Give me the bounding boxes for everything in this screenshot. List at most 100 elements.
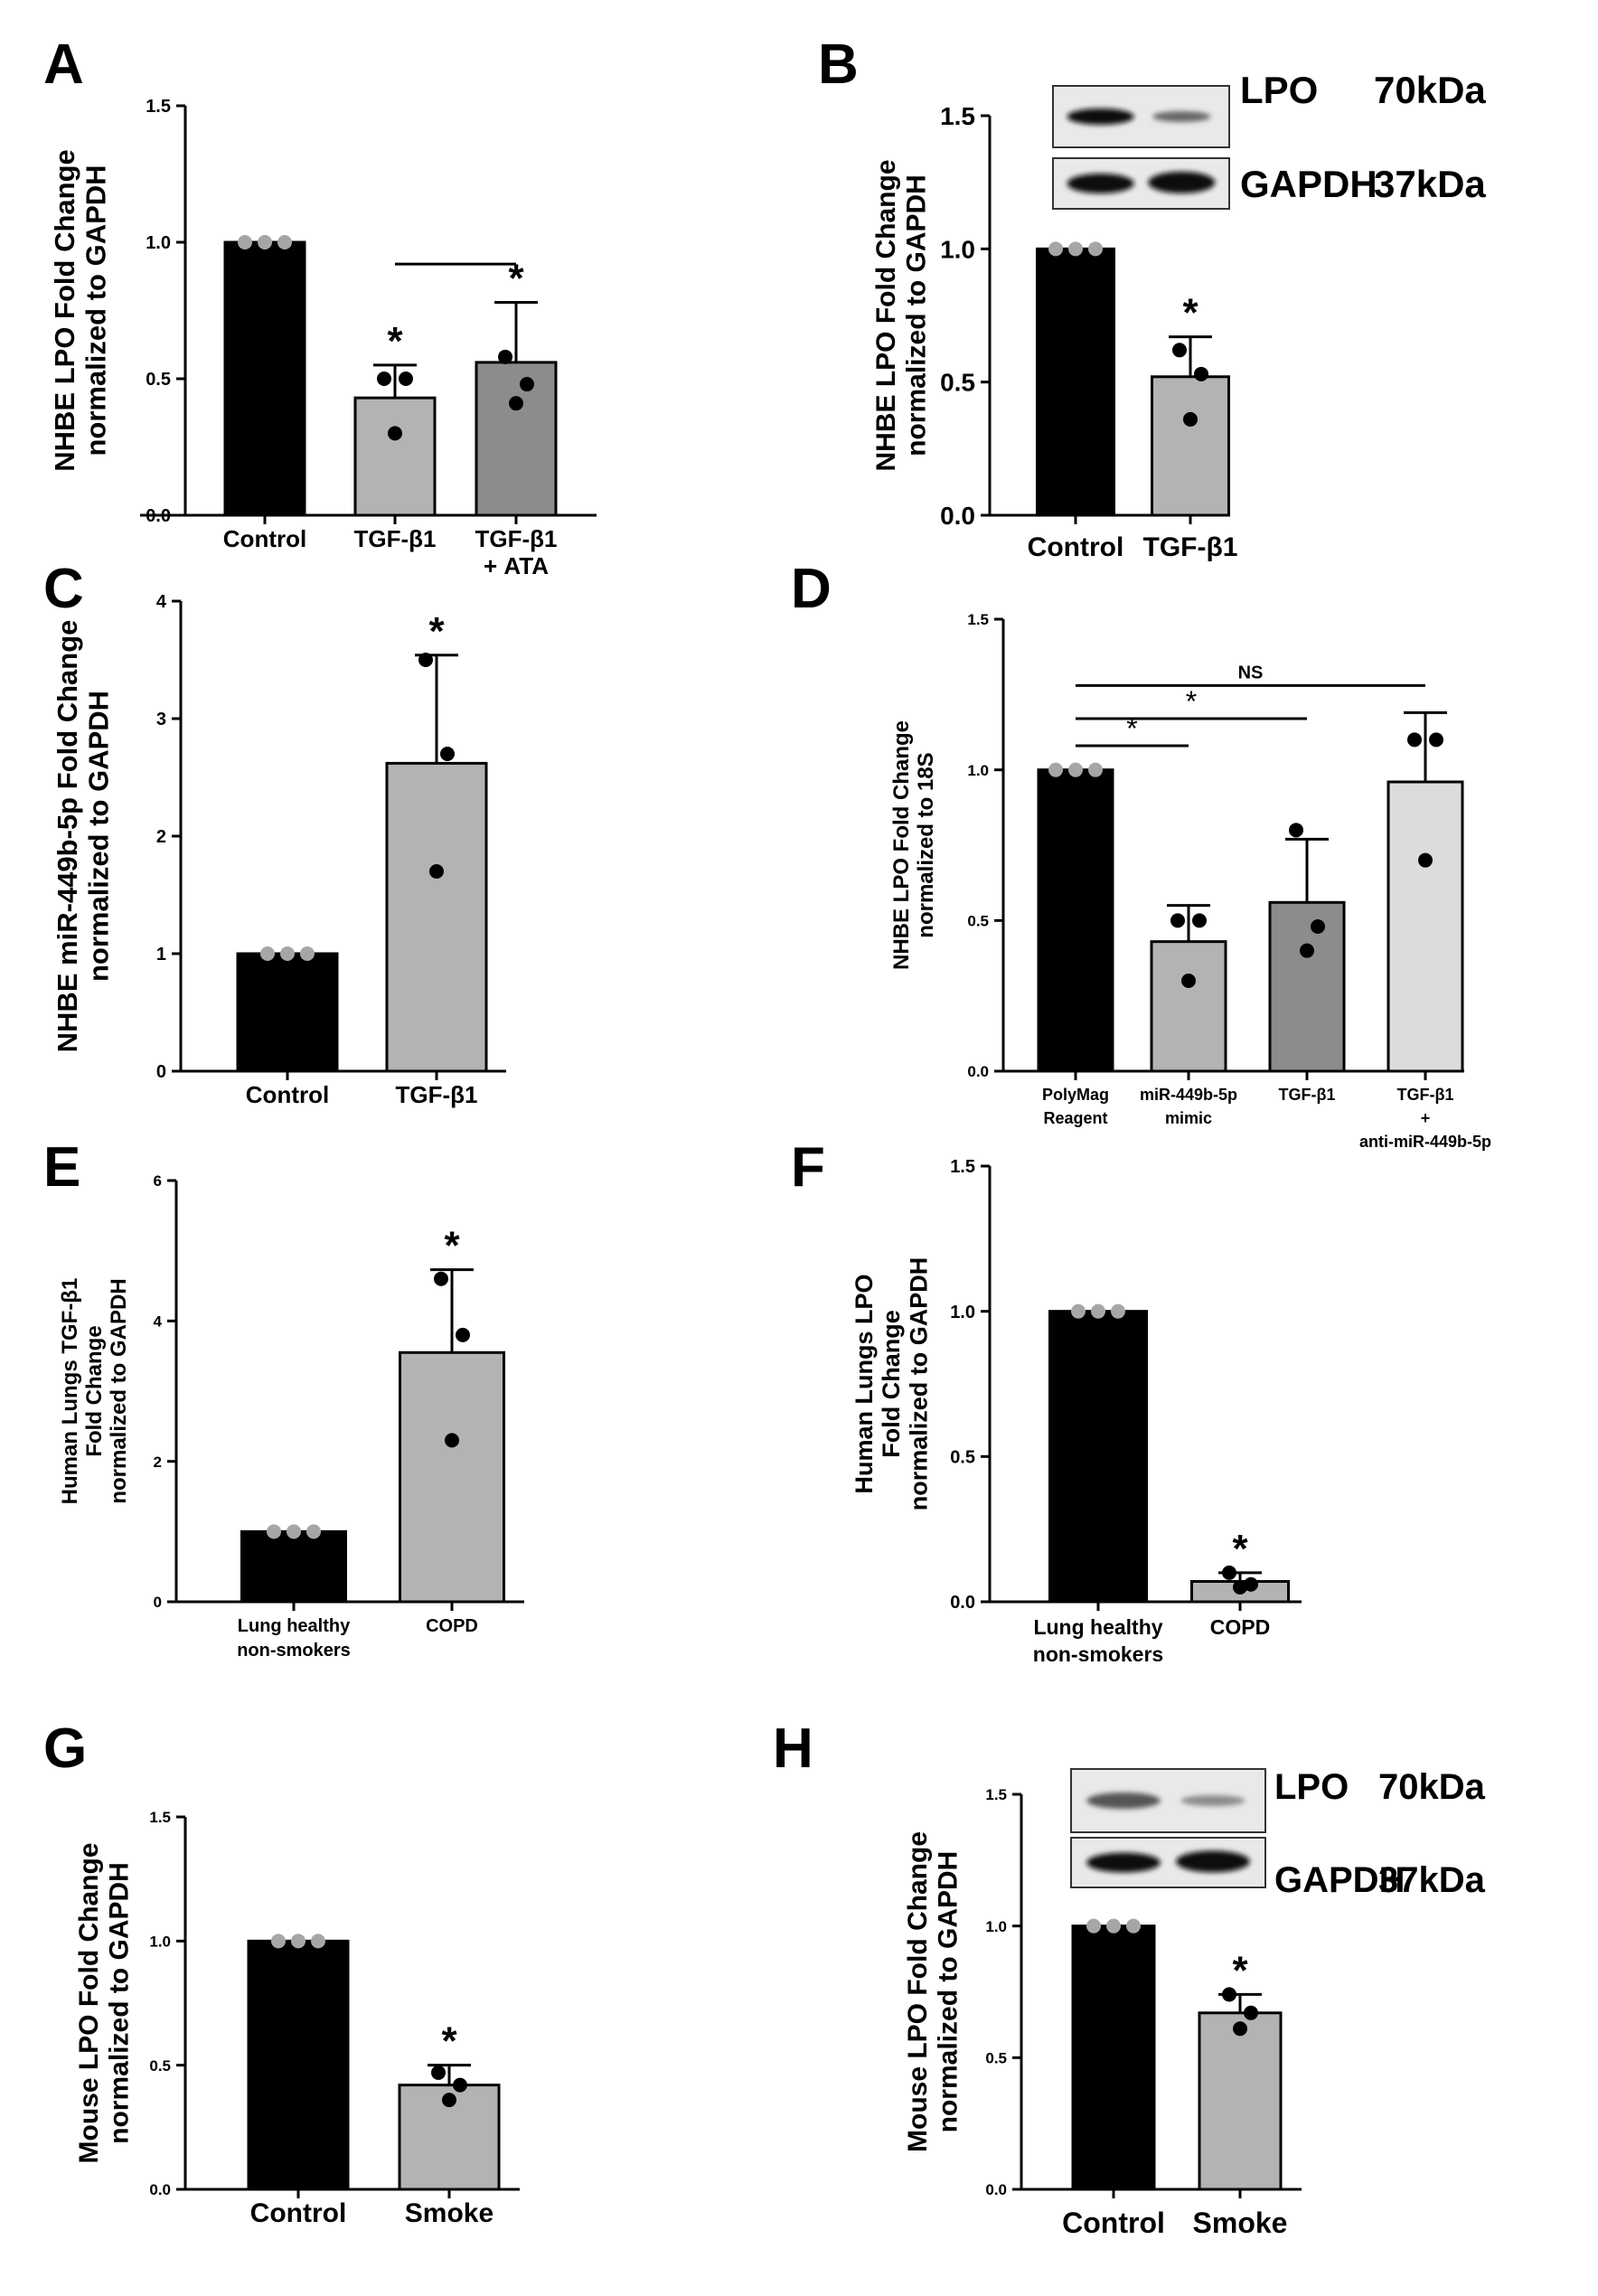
bar [1150, 940, 1227, 1073]
y-axis-title: NHBE LPO Fold Changenormalized to GAPDH [49, 149, 112, 472]
data-point [1194, 366, 1208, 381]
y-tick-label: 0.0 [149, 2181, 171, 2198]
data-point [306, 1524, 321, 1539]
y-axis-title: NHBE LPO Fold Changenormalized to GAPDH [871, 160, 932, 472]
data-point [1170, 913, 1185, 928]
y-tick-label: 0 [154, 1594, 162, 1611]
data-point [429, 864, 444, 879]
category-label-line: Control [1062, 2207, 1165, 2239]
panel-g: G Mouse LPO Fold Changenormalized to GAPD… [43, 1717, 520, 2228]
panel-letter: H [773, 1717, 813, 1780]
data-point [1088, 762, 1103, 777]
y-tick-label: 0.5 [149, 2057, 171, 2075]
blot-protein-label: GAPDH [1240, 163, 1377, 205]
data-point [399, 372, 413, 386]
category-label-line: TGF-β1 [475, 525, 558, 552]
data-point [1311, 919, 1325, 934]
blot-protein-label: GAPDH [1274, 1860, 1405, 1900]
panel-letter: F [791, 1136, 825, 1199]
category-label-line: Control [250, 2198, 347, 2228]
bar [236, 952, 339, 1073]
y-tick-label: 4 [156, 592, 167, 612]
y-tick-label: 2 [156, 827, 166, 847]
data-point [1244, 2005, 1258, 2020]
category-label: COPD [1210, 1615, 1270, 1639]
category-label: Smoke [1193, 2207, 1288, 2239]
significance-star: * [508, 256, 524, 300]
data-point [431, 2065, 446, 2080]
data-point [1181, 974, 1196, 988]
category-label-line: non-smokers [1033, 1642, 1163, 1666]
data-point [1244, 1576, 1258, 1592]
y-axis-title-line: Fold Change [82, 1325, 107, 1456]
y-axis-title: NHBE LPO Fold Changenormalized to 18S [889, 720, 938, 970]
blot-band [1067, 174, 1134, 193]
category-label-line: mimic [1165, 1109, 1212, 1127]
y-tick-label: 1.0 [146, 233, 171, 253]
y-axis-title-line: NHBE LPO Fold Change [49, 149, 80, 472]
y-axis-title: Human Lungs TGF-β1Fold Changenormalized … [58, 1278, 131, 1505]
data-point [1192, 913, 1207, 928]
panel-letter: G [43, 1717, 87, 1780]
data-point [1429, 732, 1443, 748]
significance-star: * [1232, 1527, 1248, 1571]
panel-h: H Mouse LPO Fold Changenormalized to GAPD… [773, 1717, 1486, 2239]
blot-band [1152, 111, 1211, 122]
y-axis-title-line: normalized to GAPDH [83, 691, 115, 982]
category-label-line: TGF-β1 [1397, 1086, 1454, 1104]
bar [247, 1939, 350, 2191]
y-tick-label: 1.0 [967, 762, 989, 779]
y-axis-title-line: normalized to GAPDH [934, 1851, 964, 2133]
y-axis-title: Mouse LPO Fold Changenormalized to GAPDH [903, 1831, 964, 2152]
data-point [1048, 241, 1063, 257]
y-tick-label: 1.5 [149, 1809, 171, 1826]
y-tick-label: 1.5 [146, 97, 171, 117]
data-point [271, 1934, 286, 1949]
y-tick-label: 1.0 [149, 1933, 171, 1950]
y-axis-title-line: Mouse LPO Fold Change [903, 1831, 933, 2152]
category-label-line: + [1421, 1109, 1431, 1127]
data-point [442, 2093, 456, 2108]
data-point [280, 946, 295, 961]
y-axis-title-line: Fold Change [878, 1310, 905, 1458]
blot-protein-label: LPO [1274, 1767, 1349, 1807]
blot-band [1176, 1850, 1250, 1873]
bar [240, 1529, 347, 1604]
significance-star: * [444, 1224, 460, 1268]
category-label-line: Control [246, 1081, 329, 1108]
category-label-line: Reagent [1043, 1109, 1107, 1127]
blot-band [1086, 1852, 1161, 1873]
category-label: Control [246, 1081, 329, 1108]
y-axis-title-line: NHBE LPO Fold Change [871, 160, 901, 472]
data-point [498, 349, 512, 364]
y-axis-title-line: NHBE LPO Fold Change [889, 720, 914, 970]
comparison-label: * [1186, 685, 1197, 718]
category-label-line: anti-miR-449b-5p [1359, 1133, 1491, 1151]
data-point [1088, 241, 1103, 257]
blot-band [1067, 108, 1134, 125]
y-tick-label: 3 [156, 710, 166, 729]
bar [399, 1350, 505, 1604]
category-label: TGF-β1 [1279, 1086, 1336, 1104]
data-point [1126, 1918, 1141, 1934]
y-axis-title-line: NHBE miR-449b-5p Fold Change [52, 620, 83, 1053]
significance-star: * [428, 609, 445, 654]
data-point [258, 235, 272, 249]
panel-letter: A [43, 33, 84, 96]
panel-d: D NHBE LPO Fold Changenormalized to 18S 0.… [791, 558, 1491, 1151]
data-point [1111, 1303, 1125, 1319]
category-label: PolyMag Reagent [1042, 1086, 1109, 1127]
data-point [1233, 2021, 1247, 2037]
significance-star: * [387, 319, 403, 363]
y-axis-title-line: normalized to 18S [914, 752, 938, 937]
significance-star: * [441, 2019, 457, 2064]
category-label-line: + ATA [484, 552, 549, 579]
y-axis-title-line: normalized to GAPDH [80, 165, 112, 456]
y-tick-label: 4 [154, 1313, 163, 1330]
blot-band [1086, 1793, 1161, 1809]
blot-band [1180, 1795, 1246, 1806]
data-point [388, 426, 402, 441]
comparison-label: * [1126, 712, 1137, 745]
